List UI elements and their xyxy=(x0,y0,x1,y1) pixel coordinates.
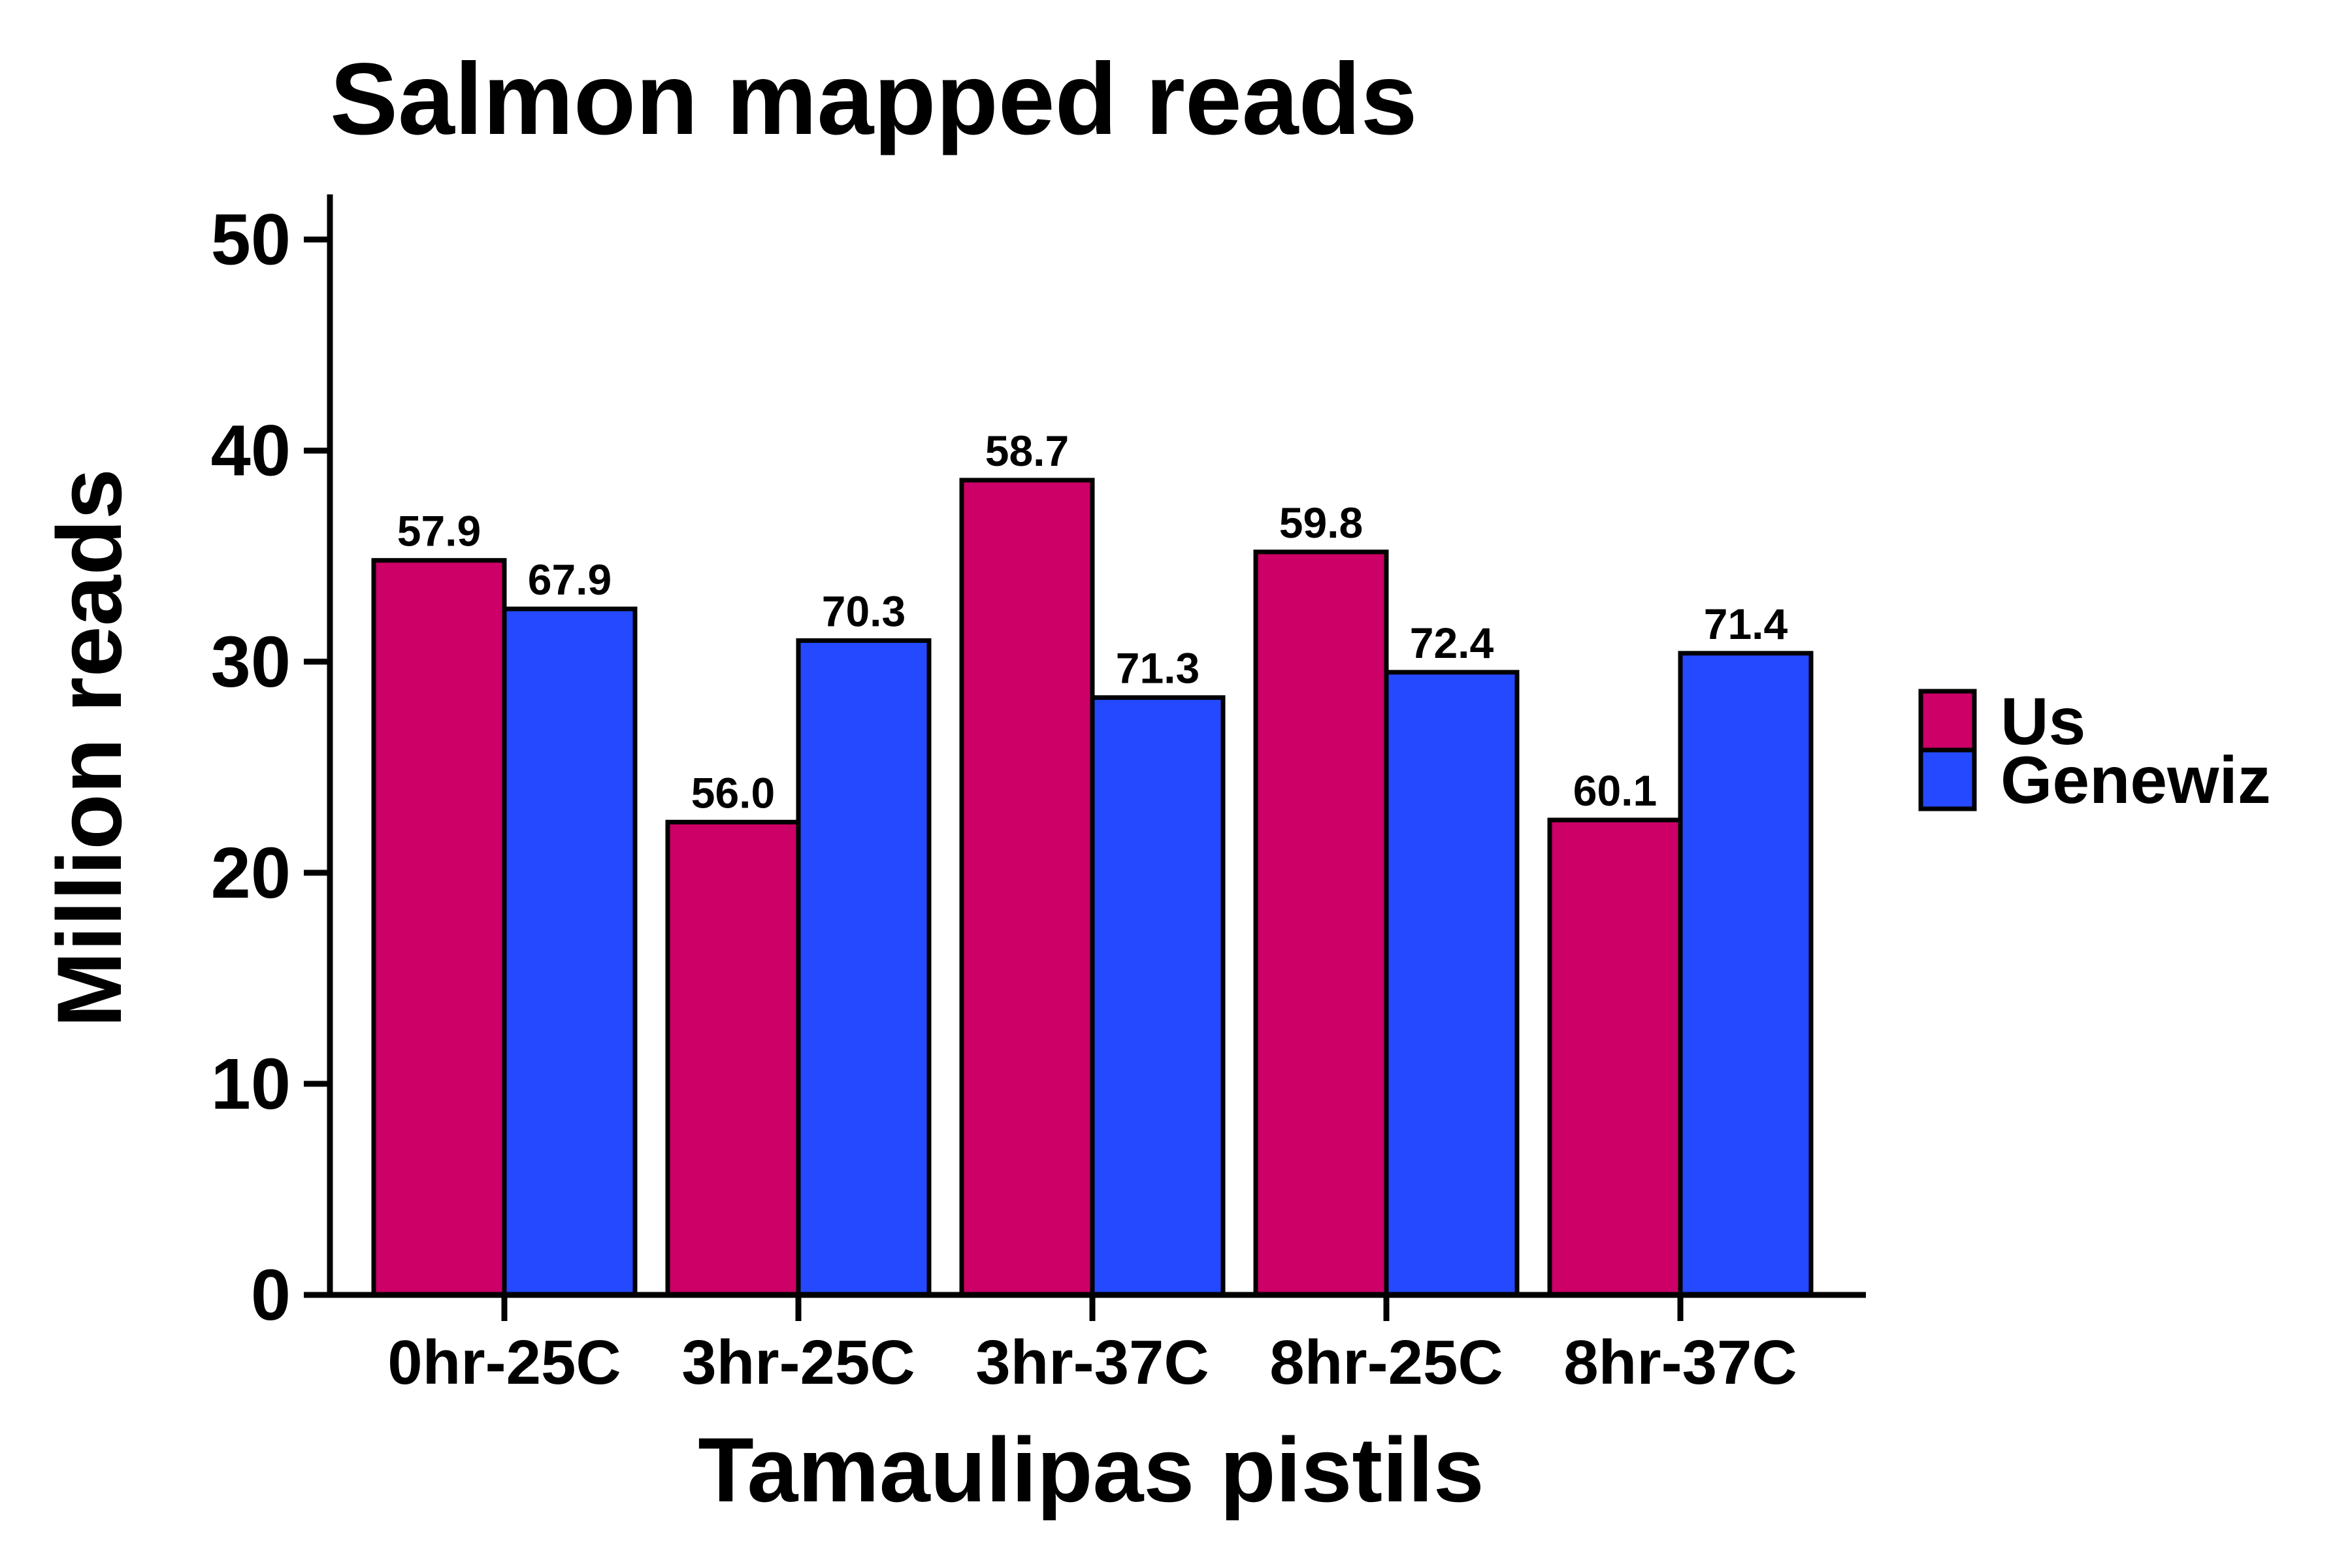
bar-genewiz-3hr-25c xyxy=(796,638,932,1298)
data-label: 72.4 xyxy=(1410,619,1494,667)
x-tick-label: 8hr-25C xyxy=(1269,1328,1503,1397)
data-label: 67.9 xyxy=(528,555,612,604)
data-labels-group: 57.9 67.9 56.0 70.3 58.7 71.3 59.8 72.4 60.1 71.4 xyxy=(397,427,1788,817)
bar-genewiz-8hr-25c xyxy=(1384,670,1520,1298)
bar-us-0hr-25c xyxy=(371,558,507,1298)
legend-swatch-genewiz xyxy=(1918,747,1977,811)
x-tick-label: 8hr-37C xyxy=(1563,1328,1797,1397)
y-tick-label: 40 xyxy=(211,411,291,491)
x-tick-label: 3hr-25C xyxy=(681,1328,915,1397)
data-label: 71.3 xyxy=(1116,644,1200,693)
y-tick-label: 20 xyxy=(211,833,291,913)
y-axis-ticks: 0 10 20 30 40 50 xyxy=(211,200,330,1335)
data-label: 60.1 xyxy=(1573,766,1657,815)
y-tick-label: 30 xyxy=(211,622,291,702)
legend-swatch-us xyxy=(1918,689,1977,753)
y-tick-label: 0 xyxy=(251,1255,291,1335)
chart-title: Salmon mapped reads xyxy=(330,42,1418,156)
legend-label-genewiz: Genewiz xyxy=(2001,743,2271,817)
bar-us-3hr-37c xyxy=(959,478,1095,1298)
x-axis-title: Tamaulipas pistils xyxy=(698,1418,1484,1521)
y-tick-label: 10 xyxy=(211,1044,291,1124)
data-label: 71.4 xyxy=(1704,600,1788,648)
y-axis-title: Million reads xyxy=(38,468,140,1028)
data-label: 57.9 xyxy=(397,507,481,555)
x-tick-label: 3hr-37C xyxy=(975,1328,1209,1397)
data-label: 70.3 xyxy=(822,587,906,635)
bar-us-3hr-25c xyxy=(665,819,801,1298)
data-label: 58.7 xyxy=(985,427,1069,475)
data-label: 56.0 xyxy=(691,768,775,817)
bar-genewiz-8hr-37c xyxy=(1678,651,1814,1298)
x-axis-ticks: 0hr-25C 3hr-25C 3hr-37C 8hr-25C 8hr-37C xyxy=(387,1295,1797,1397)
bars-group xyxy=(371,478,1814,1298)
bar-genewiz-3hr-37c xyxy=(1090,695,1226,1298)
bar-genewiz-0hr-25c xyxy=(502,606,638,1298)
legend-label-us: Us xyxy=(2001,684,2085,759)
bar-us-8hr-25c xyxy=(1253,549,1389,1298)
data-label: 59.8 xyxy=(1279,498,1363,547)
bar-us-8hr-37c xyxy=(1547,817,1683,1298)
x-tick-label: 0hr-25C xyxy=(387,1328,621,1397)
y-tick-label: 50 xyxy=(211,200,291,280)
